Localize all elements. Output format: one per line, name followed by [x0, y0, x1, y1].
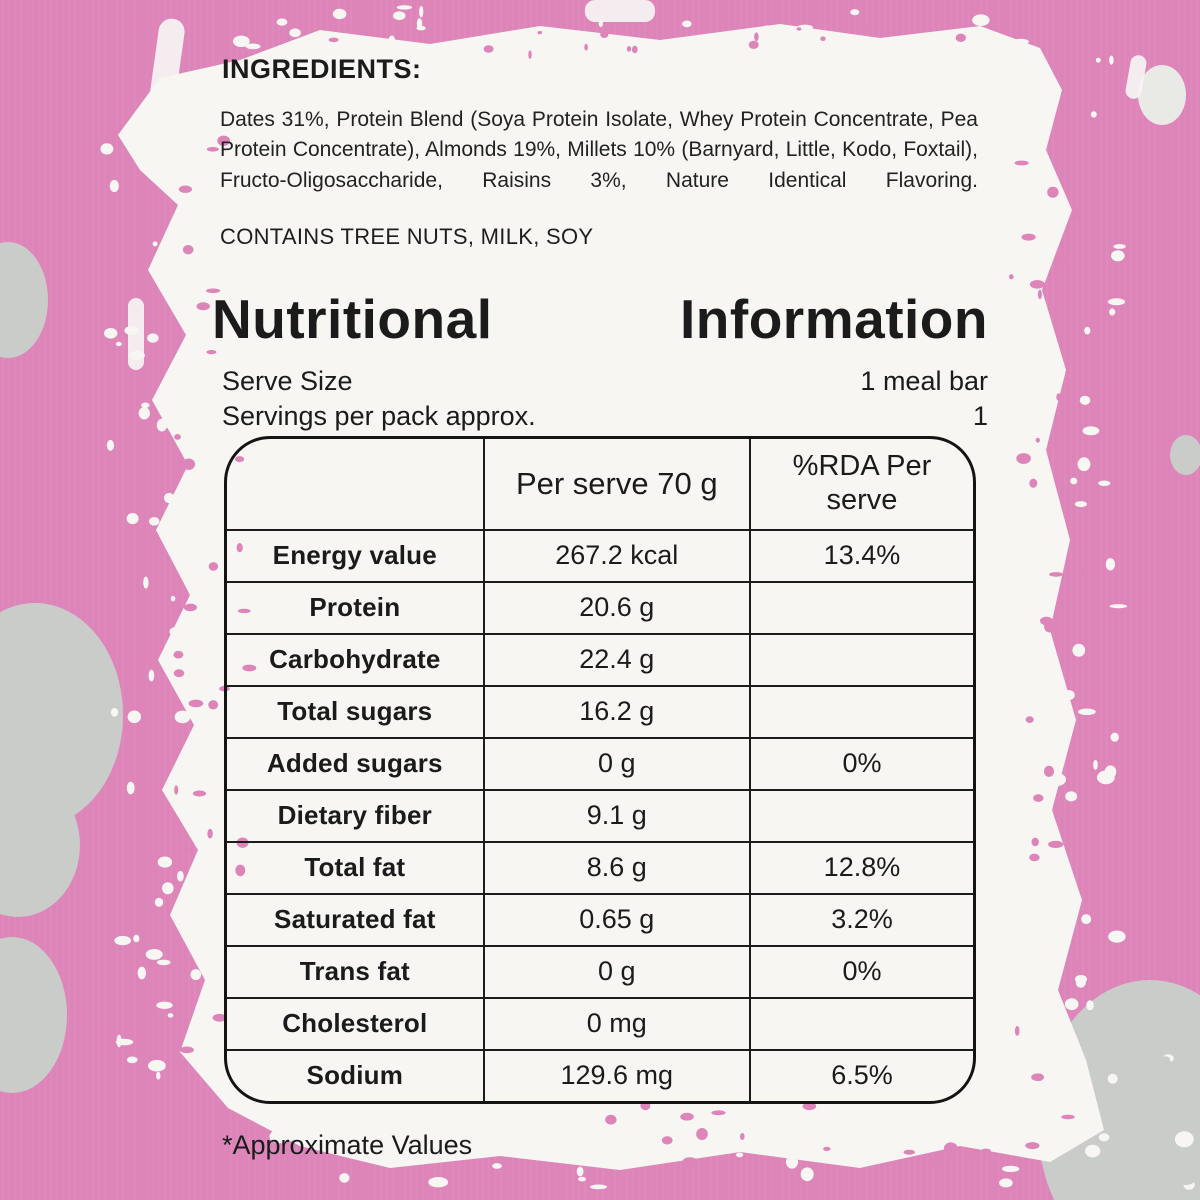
rda-value: 0% [748, 944, 973, 998]
rda-value [748, 632, 973, 686]
nutrient-label: Sodium [227, 1048, 484, 1101]
per-serve-value: 20.6 g [482, 580, 750, 634]
nutrient-label: Protein [227, 580, 484, 634]
per-serve-value: 0 g [482, 736, 750, 790]
rda-value: 12.8% [748, 840, 973, 894]
col-header-rda: %RDA Per serve [748, 438, 973, 530]
serve-size-row: Serve Size 1 meal bar [222, 366, 988, 397]
allergen-note: CONTAINS TREE NUTS, MILK, SOY [220, 224, 594, 250]
table-row: Dietary fiber 9.1 g [227, 788, 973, 842]
table-row: Added sugars 0 g 0% [227, 736, 973, 790]
ingredients-text: Dates 31%, Protein Blend (Soya Protein I… [220, 108, 978, 192]
servings-value: 1 [972, 400, 988, 431]
nutrient-label: Carbohydrate [227, 632, 484, 686]
per-serve-value: 16.2 g [482, 684, 750, 738]
col-header-per-serve: Per serve 70 g [482, 438, 750, 530]
nutrient-label: Trans fat [227, 944, 484, 998]
table-row: Energy value 267.2 kcal 13.4% [227, 528, 973, 582]
ingredients-heading: INGREDIENTS: [222, 54, 422, 84]
rda-value: 6.5% [748, 1048, 973, 1101]
nutrient-label: Dietary fiber [227, 788, 484, 842]
nutrient-label: Total fat [227, 840, 484, 894]
servings-row: Servings per pack approx. 1 [222, 401, 988, 432]
per-serve-value: 0.65 g [482, 892, 750, 946]
table-row: Trans fat 0 g 0% [227, 944, 973, 998]
label-content: INGREDIENTS: Dates 31%, Protein Blend (S… [212, 54, 988, 1161]
nutrient-label: Total sugars [227, 684, 484, 738]
per-serve-value: 0 g [482, 944, 750, 998]
table-header-row: Per serve 70 g %RDA Per serve [227, 438, 973, 530]
serve-size-value: 1 meal bar [860, 365, 988, 396]
servings-label: Servings per pack approx. [222, 400, 536, 431]
table-row: Total sugars 16.2 g [227, 684, 973, 738]
per-serve-value: 129.6 mg [482, 1048, 750, 1101]
nutrient-label: Energy value [227, 528, 484, 582]
approximate-values-note: *Approximate Values [222, 1129, 473, 1160]
serve-size-label: Serve Size [222, 365, 353, 396]
table-row: Total fat 8.6 g 12.8% [227, 840, 973, 894]
nutrition-title: Nutritional Information [212, 288, 988, 351]
col-header-nutrient [227, 439, 484, 530]
paint-splatter [100, 5, 1199, 1190]
rda-value [748, 996, 973, 1050]
nutrient-label: Cholesterol [227, 996, 484, 1050]
per-serve-value: 0 mg [482, 996, 750, 1050]
table-row: Protein 20.6 g [227, 580, 973, 634]
per-serve-value: 8.6 g [482, 840, 750, 894]
nutrient-label: Saturated fat [227, 892, 484, 946]
table-row: Carbohydrate 22.4 g [227, 632, 973, 686]
rda-value [748, 580, 973, 634]
nutrition-table: Per serve 70 g %RDA Per serve Energy val… [224, 435, 976, 1104]
table-row: Saturated fat 0.65 g 3.2% [227, 892, 973, 946]
nutrition-table-grid: Per serve 70 g %RDA Per serve Energy val… [227, 438, 973, 1101]
per-serve-value: 267.2 kcal [482, 528, 750, 582]
table-row: Sodium 129.6 mg 6.5% [227, 1048, 973, 1101]
rda-value: 3.2% [748, 892, 973, 946]
rda-value: 0% [748, 736, 973, 790]
nutrient-label: Added sugars [227, 736, 484, 790]
rda-value [748, 788, 973, 842]
table-row: Cholesterol 0 mg [227, 996, 973, 1050]
per-serve-value: 22.4 g [482, 632, 750, 686]
rda-value [748, 684, 973, 738]
per-serve-value: 9.1 g [482, 788, 750, 842]
rda-value: 13.4% [748, 528, 973, 582]
